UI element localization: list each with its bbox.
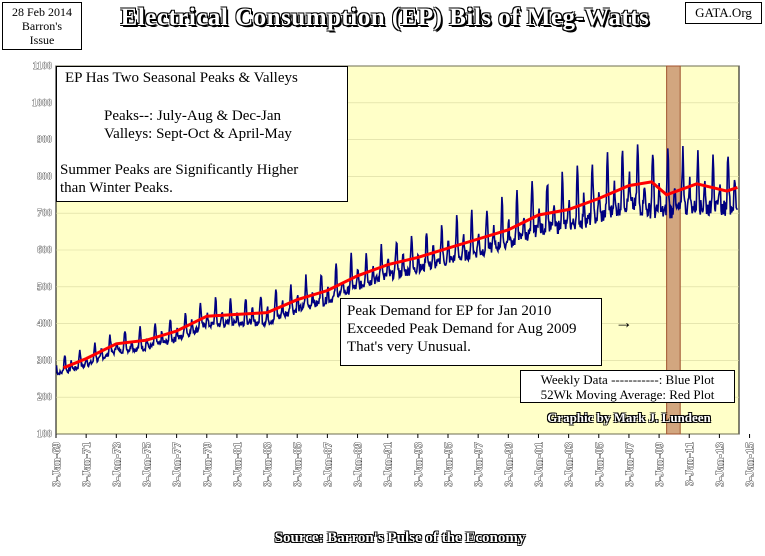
valleys-text: Valleys: Sept-Oct & April-May (104, 126, 292, 142)
date-box: 28 Feb 2014 Barron's Issue (2, 2, 82, 50)
x-tick-label: 3-Jan-93 (411, 442, 425, 487)
publication-line: Barron's (21, 19, 63, 33)
x-tick-label: 3-Jan-73 (109, 442, 123, 487)
peak-text-line2: Exceeded Peak Demand for Aug 2009 (347, 321, 577, 337)
x-tick-label: 3-Jan-75 (139, 442, 153, 487)
summer-text-line2: than Winter Peaks. (60, 180, 173, 196)
x-tick-label: 3-Jan-71 (79, 442, 93, 487)
x-tick-label: 3-Jan-91 (381, 442, 395, 487)
y-tick-label: 1000 (32, 98, 52, 109)
highlight-band-jan-2010 (666, 65, 681, 435)
x-tick-label: 3-Jan-89 (351, 442, 365, 487)
x-tick-label: 3-Jan-95 (441, 442, 455, 487)
moving-average-line (62, 180, 738, 370)
y-tick-label: 1100 (33, 61, 52, 72)
x-tick-label: 3-Jan-97 (471, 442, 485, 487)
x-tick-label: 3-Jan-07 (622, 442, 636, 487)
seasonal-annotation: EP Has Two Seasonal Peaks & Valleys Peak… (56, 66, 348, 202)
peaks-text: Peaks--: July-Aug & Dec-Jan (104, 108, 282, 124)
x-tick-label: 3-Jan-81 (230, 442, 244, 487)
y-tick-label: 700 (37, 208, 52, 219)
peak-text-line1: Peak Demand for EP for Jan 2010 (347, 303, 552, 319)
summer-text-line1: Summer Peaks are Significantly Higher (60, 162, 299, 178)
y-tick-label: 500 (37, 282, 52, 293)
x-tick-label: 3-Jan-03 (562, 442, 576, 487)
x-tick-label: 3-Jan-05 (592, 442, 606, 487)
seasonal-title: EP Has Two Seasonal Peaks & Valleys (65, 70, 298, 86)
peak-annotation: Peak Demand for EP for Jan 2010 Exceeded… (340, 298, 602, 366)
peak-text-line3: That's very Unusual. (347, 339, 471, 355)
x-axis: 3-Jan-69 3-Jan-71 3-Jan-73 3-Jan-75 3-Jan-77… (49, 434, 757, 487)
chart-title: Electrical Consumption (EP) Bils of Meg-… (120, 4, 650, 31)
y-axis: 100 200 300 400 500 600 700 800 900 1000 1100 (32, 61, 53, 441)
x-tick-label: 3-Jan-09 (652, 442, 666, 487)
graphic-credit: Graphic by Mark J. Lundeen (547, 410, 711, 425)
x-tick-label: 3-Jan-87 (320, 442, 334, 487)
x-tick-label: 3-Jan-85 (290, 442, 304, 487)
y-tick-label: 400 (37, 319, 52, 330)
y-tick-label: 100 (37, 429, 52, 440)
x-tick-label: 3-Jan-13 (712, 442, 726, 487)
x-tick-label: 3-Jan-15 (743, 442, 757, 487)
x-axis-title: Source: Barron's Pulse of the Economy (274, 530, 526, 546)
weekly-data-line (55, 144, 739, 376)
x-tick-label: 3-Jan-11 (682, 442, 696, 486)
x-tick-label: 3-Jan-79 (200, 442, 214, 487)
y-tick-label: 200 (37, 392, 52, 403)
x-tick-label: 3-Jan-83 (260, 442, 274, 487)
y-tick-label: 600 (37, 245, 52, 256)
date-line: 28 Feb 2014 (12, 5, 72, 19)
x-tick-label: 3-Jan-99 (501, 442, 515, 487)
x-tick-label: 3-Jan-69 (49, 442, 63, 487)
annotation-arrow: → (615, 312, 633, 332)
issue-line: Issue (29, 33, 55, 47)
legend-weekly: Weekly Data -----------: Blue Plot (540, 372, 715, 387)
x-tick-label: 3-Jan-01 (531, 442, 545, 487)
y-tick-label: 800 (37, 171, 52, 182)
legend-moving-average: 52Wk Moving Average: Red Plot (540, 387, 715, 402)
x-tick-label: 3-Jan-77 (170, 442, 184, 487)
y-tick-label: 900 (37, 135, 52, 146)
y-tick-label: 300 (37, 355, 52, 366)
site-label: GATA.Org (685, 2, 762, 24)
legend: Weekly Data -----------: Blue Plot 52Wk … (520, 370, 735, 403)
